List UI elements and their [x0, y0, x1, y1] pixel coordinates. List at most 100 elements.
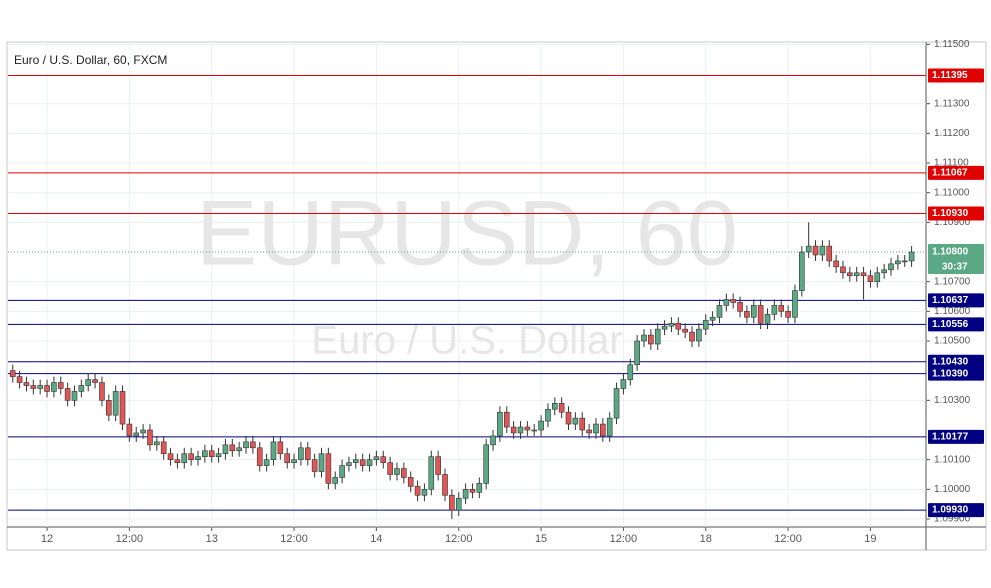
candle-body [243, 441, 249, 449]
level-label-bg [928, 68, 984, 83]
candle-body [531, 429, 538, 432]
candle-body [799, 251, 805, 291]
candle-body [449, 494, 455, 511]
legend-bg [8, 49, 183, 71]
candle-body [387, 462, 393, 475]
candle-body [202, 450, 208, 457]
x-tick-label: 12:00 [610, 533, 638, 545]
candle-body [696, 328, 702, 342]
candle-body [64, 388, 71, 401]
candle-body [112, 391, 119, 416]
level-label-bg [928, 317, 984, 332]
last-price-label: 1.10800 [932, 247, 969, 258]
candle-body [792, 290, 798, 318]
level-label-bg [928, 503, 984, 518]
candle-body [167, 453, 174, 460]
candle-body [181, 453, 188, 463]
candle-body [401, 468, 407, 478]
candle-body [620, 379, 627, 389]
candle-body [256, 447, 263, 466]
level-label-bg [928, 206, 984, 221]
candle-body [497, 411, 503, 437]
candle-body [140, 429, 146, 434]
candle-body [490, 435, 496, 446]
candle-body [503, 411, 510, 428]
candle-body [16, 376, 23, 383]
candle-body [833, 260, 839, 268]
watermark-subtitle: Euro / U.S. Dollar [311, 319, 622, 363]
candle-body [291, 459, 297, 463]
candle-body [545, 408, 551, 422]
candle-body [394, 468, 400, 475]
candle-body [277, 441, 284, 455]
candle-body [847, 272, 853, 277]
candle-body [901, 260, 908, 263]
y-tick-label: 1.10900 [934, 217, 971, 228]
candle-body [551, 403, 558, 410]
x-tick-label: 12 [41, 533, 53, 545]
candle-body [730, 299, 736, 303]
x-tick-label: 12:00 [280, 533, 308, 545]
x-tick-label: 18 [700, 533, 712, 545]
candle-body [483, 444, 489, 484]
candle-body [23, 382, 30, 386]
candle-body [366, 459, 373, 466]
candle-body [702, 319, 709, 330]
candle-body [428, 456, 435, 490]
candle-body [689, 331, 695, 342]
candle-body [270, 441, 277, 460]
candle-body [250, 441, 256, 449]
candle-body [908, 251, 915, 262]
candle-body [174, 459, 181, 463]
candle-body [435, 456, 441, 475]
candle-body [517, 426, 524, 434]
candle-body [744, 311, 750, 318]
candle-body [654, 328, 661, 345]
candle-body [57, 382, 64, 389]
candle-body [750, 305, 757, 318]
candle-body [208, 450, 215, 457]
level-label: 1.10390 [932, 368, 969, 379]
candle-body [126, 423, 133, 437]
chart-frame [6, 41, 987, 551]
candle-body [469, 489, 476, 493]
y-tick-label: 1.10700 [934, 276, 971, 287]
candle-body [92, 379, 98, 383]
candle-body [565, 411, 572, 425]
candle-body [888, 263, 894, 271]
candle-body [147, 429, 153, 446]
candle-body [346, 462, 352, 466]
y-tick-label: 1.09900 [934, 514, 971, 525]
candle-body [805, 245, 812, 253]
y-tick-label: 1.11200 [934, 128, 970, 139]
candle-body [215, 453, 222, 457]
candle-body [716, 305, 723, 318]
level-label: 1.10177 [932, 431, 969, 442]
candle-body [606, 417, 613, 437]
y-tick-label: 1.10300 [934, 395, 971, 406]
level-label: 1.09930 [932, 505, 969, 516]
candle-body [600, 423, 606, 437]
countdown: 30:37 [942, 262, 968, 273]
axes: 1.11500 1.11300 1.11200 1.11100 1.11000 1.109… [41, 39, 984, 545]
candle-body [874, 272, 881, 282]
candle-body [675, 322, 682, 330]
y-tick-label: 1.11000 [934, 187, 970, 198]
candle-body [414, 486, 421, 496]
candle-body [785, 311, 791, 318]
candle-body [593, 423, 599, 434]
y-tick-label: 1.11500 [934, 39, 970, 50]
level-label-bg [928, 366, 984, 381]
x-tick-label: 19 [864, 533, 876, 545]
level-label: 1.11067 [932, 167, 968, 178]
candle-body [895, 260, 901, 265]
level-label: 1.10430 [932, 356, 969, 367]
candle-body [339, 465, 345, 478]
level-label: 1.10930 [932, 208, 969, 219]
y-tick-label: 1.10000 [934, 484, 971, 495]
candle-body [778, 305, 785, 312]
x-tick-label: 14 [370, 533, 382, 545]
candle-body [119, 391, 126, 425]
candle-body [154, 441, 160, 446]
candle-body [613, 388, 620, 419]
